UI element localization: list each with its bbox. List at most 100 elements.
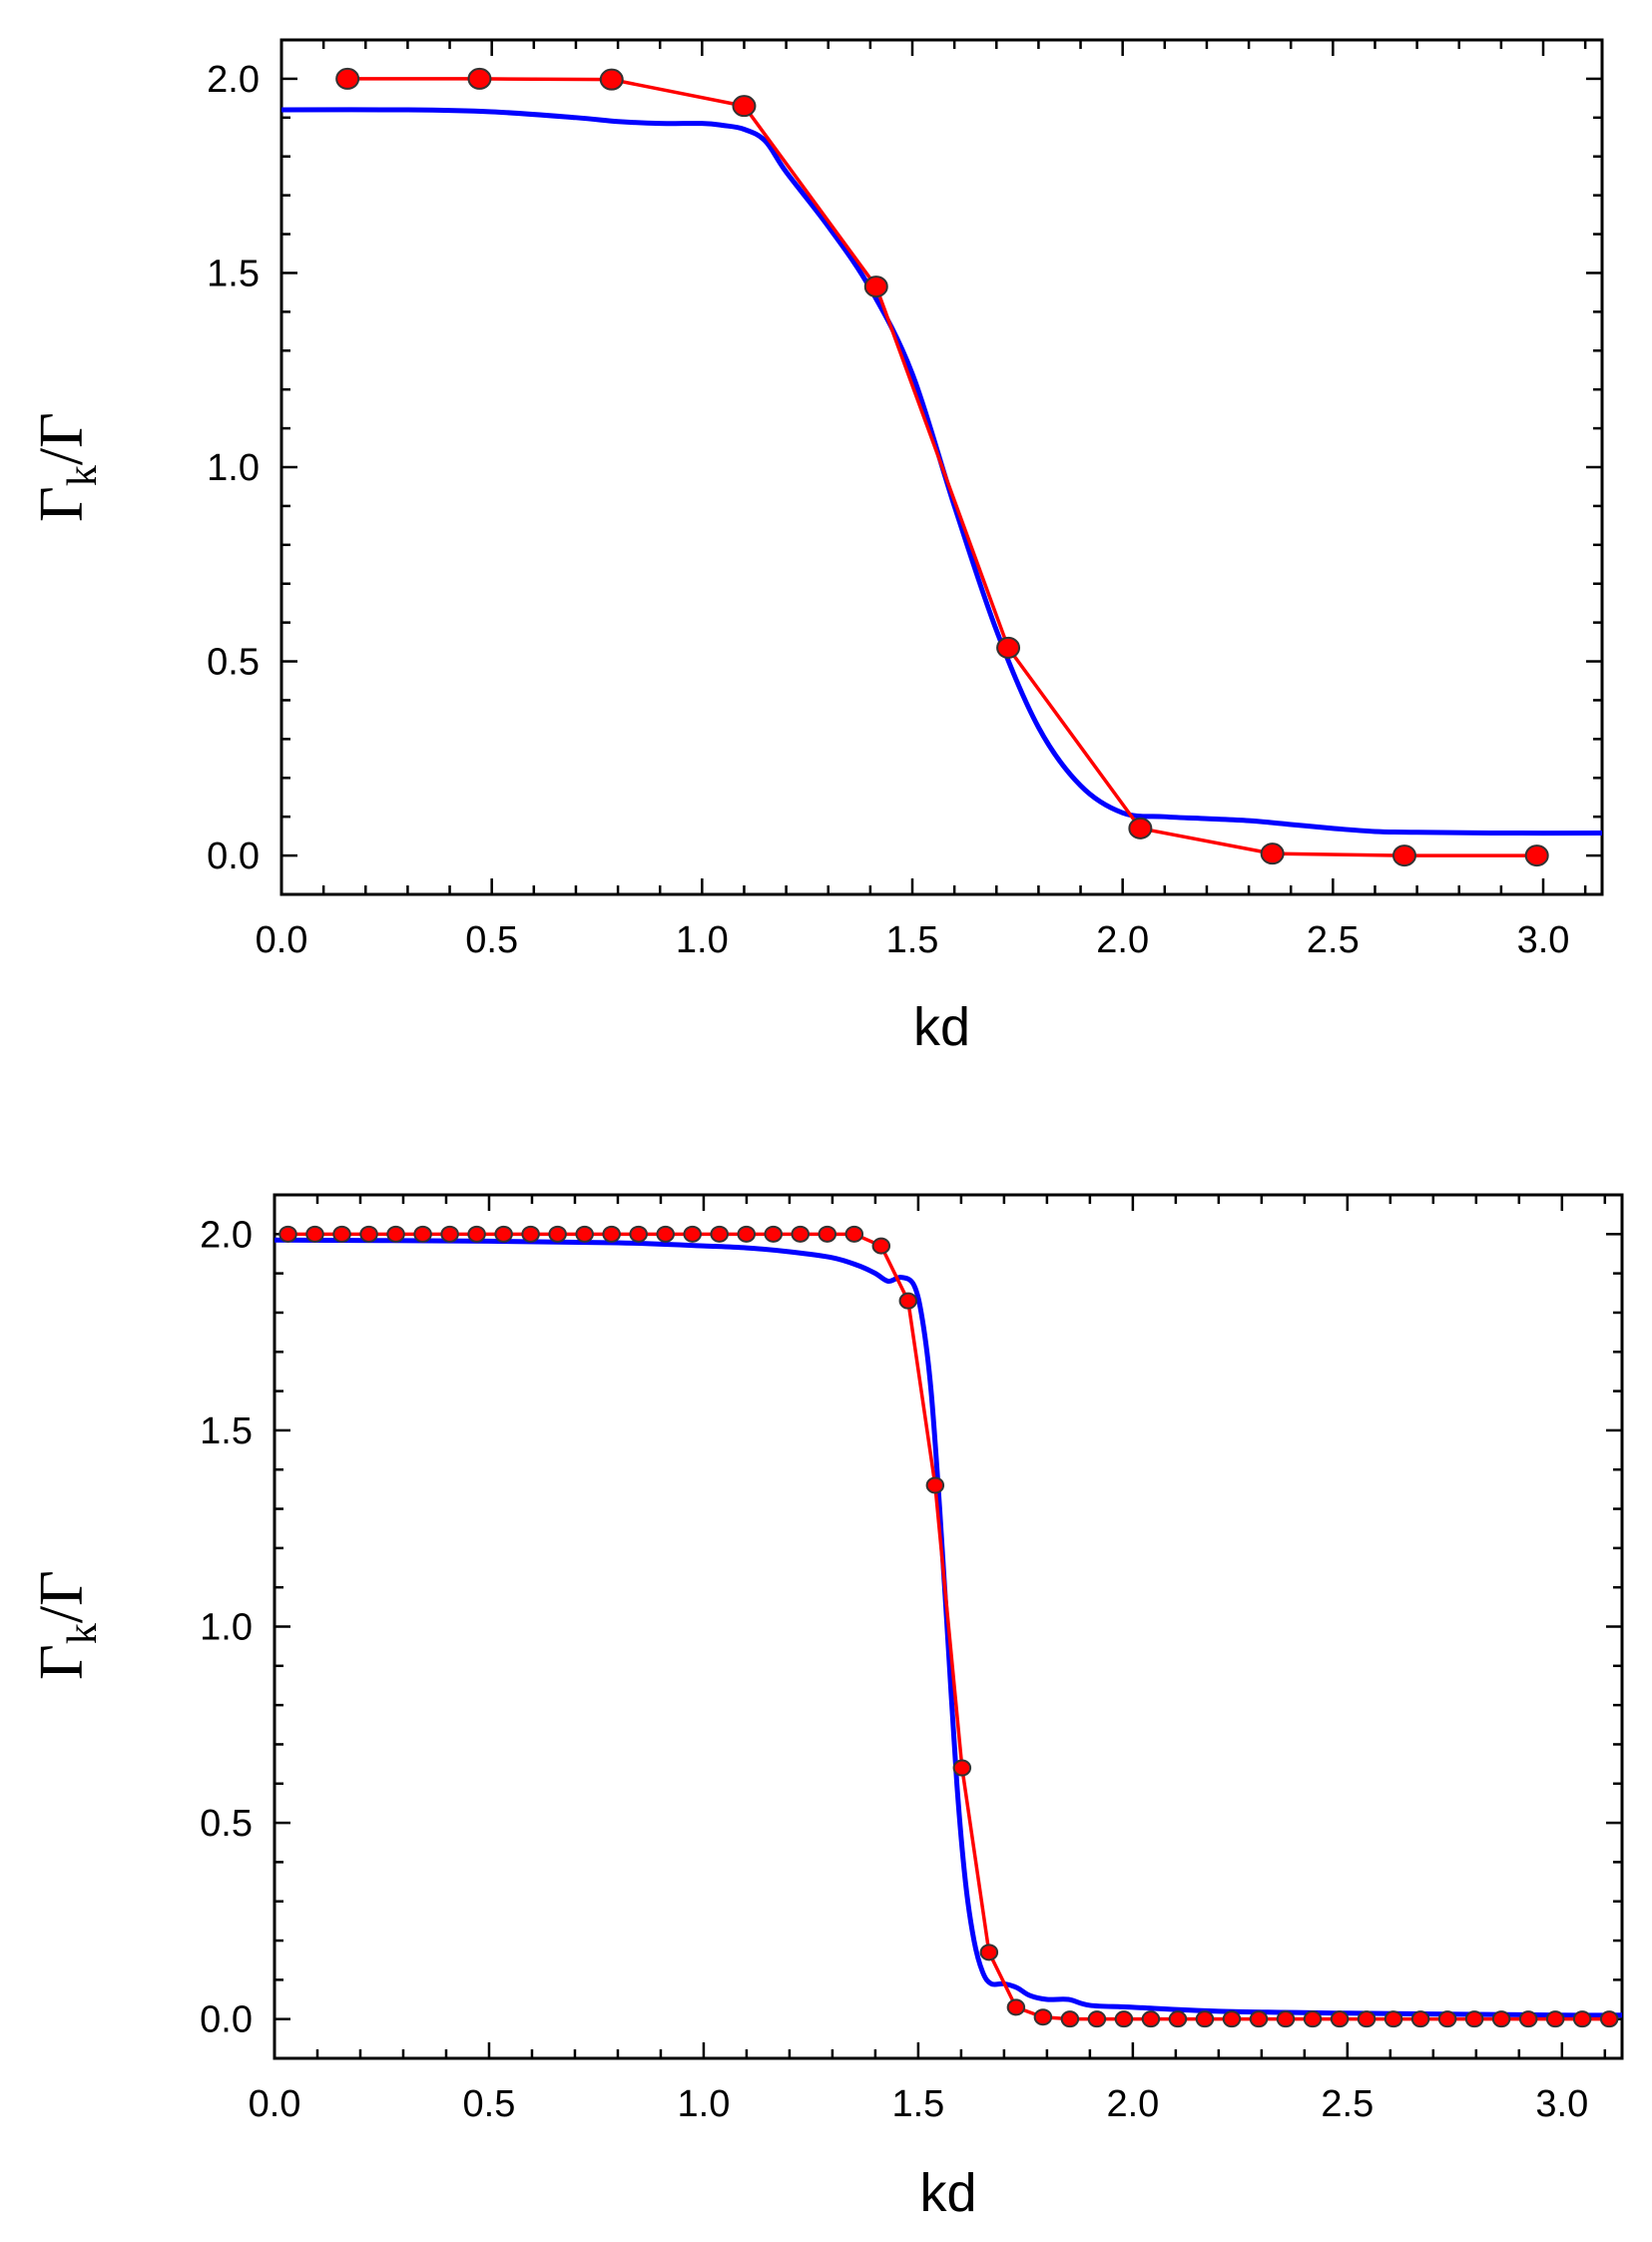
x-tick-label: 1.5 bbox=[891, 2083, 944, 2125]
y-axis-title-subscript: k bbox=[60, 1623, 106, 1644]
data-point-marker bbox=[844, 1225, 864, 1243]
data-point-marker bbox=[1114, 2010, 1134, 2028]
y-tick-label: 0.5 bbox=[200, 1803, 253, 1845]
x-axis-ticks bbox=[273, 1195, 1607, 2058]
data-point-marker bbox=[332, 1225, 351, 1243]
y-axis-title-subscript: k bbox=[60, 465, 106, 486]
data-point-marker bbox=[732, 95, 757, 118]
top-chart: 0.0 0.5 1.0 1.5 2.0 2.5 3.0 0.0 0.5 1.0 1.5 2.0 kd Γk… bbox=[28, 38, 1604, 1057]
y-tick-label: 1.5 bbox=[200, 1410, 253, 1452]
data-point-marker bbox=[599, 68, 624, 91]
data-point-marker bbox=[1141, 2010, 1161, 2028]
data-point-marker bbox=[1303, 2010, 1323, 2028]
series-line bbox=[275, 1237, 1622, 2018]
x-tick-label: 2.0 bbox=[1106, 2083, 1159, 2125]
data-point-marker bbox=[521, 1225, 540, 1243]
data-point-marker bbox=[359, 1225, 378, 1243]
data-point-marker bbox=[925, 1476, 945, 1494]
data-point-marker bbox=[1383, 2010, 1403, 2028]
x-tick-label: 1.0 bbox=[676, 919, 729, 961]
blue-series bbox=[281, 107, 1602, 837]
red-series bbox=[278, 1225, 1619, 2028]
x-tick-label: 3.0 bbox=[1517, 919, 1570, 961]
data-point-marker bbox=[1437, 2010, 1457, 2028]
data-point-marker bbox=[1410, 2010, 1430, 2028]
data-point-marker bbox=[467, 1225, 486, 1243]
data-point-marker bbox=[1195, 2010, 1215, 2028]
data-point-marker bbox=[863, 276, 888, 298]
data-point-marker bbox=[1168, 2010, 1188, 2028]
x-axis-title: kd bbox=[919, 2163, 976, 2223]
y-axis-ticks bbox=[275, 1193, 1622, 2060]
data-point-marker bbox=[1033, 2008, 1053, 2026]
x-tick-label: 1.0 bbox=[678, 2083, 731, 2125]
data-point-marker bbox=[656, 1225, 675, 1243]
y-axis-title-tail: /Γ bbox=[28, 412, 96, 465]
y-tick-label: 1.0 bbox=[200, 1607, 253, 1649]
y-axis-title: Γk/Γ bbox=[28, 412, 106, 522]
data-point-marker bbox=[1391, 844, 1416, 867]
data-point-marker bbox=[278, 1225, 297, 1243]
data-point-marker bbox=[818, 1225, 837, 1243]
x-tick-label: 0.5 bbox=[463, 2083, 516, 2125]
series-line bbox=[281, 107, 1602, 837]
y-axis-title-main: Γ bbox=[28, 1644, 96, 1680]
data-point-marker bbox=[467, 67, 492, 90]
data-point-marker bbox=[413, 1225, 432, 1243]
y-tick-label: 0.0 bbox=[207, 836, 260, 877]
data-point-marker bbox=[1545, 2010, 1565, 2028]
data-point-marker bbox=[1357, 2010, 1377, 2028]
data-point-marker bbox=[1006, 1998, 1026, 2016]
x-axis-ticks bbox=[279, 40, 1587, 894]
x-tick-label: 0.0 bbox=[256, 919, 308, 961]
data-point-marker bbox=[575, 1225, 594, 1243]
data-point-marker bbox=[386, 1225, 405, 1243]
y-axis-title: Γk/Γ bbox=[28, 1570, 106, 1680]
data-point-marker bbox=[1128, 817, 1153, 840]
data-point-marker bbox=[494, 1225, 513, 1243]
y-axis-ticks bbox=[281, 38, 1602, 896]
data-point-marker bbox=[1524, 844, 1549, 867]
y-tick-label: 0.0 bbox=[200, 1999, 253, 2041]
series-line bbox=[287, 1232, 1610, 2021]
x-tick-label: 2.0 bbox=[1096, 919, 1149, 961]
data-point-marker bbox=[1572, 2010, 1592, 2028]
data-point-marker bbox=[683, 1225, 702, 1243]
data-point-marker bbox=[1330, 2010, 1350, 2028]
x-tick-label: 1.5 bbox=[886, 919, 939, 961]
blue-series bbox=[275, 1237, 1622, 2018]
y-tick-label: 0.5 bbox=[207, 642, 260, 684]
data-point-marker bbox=[996, 636, 1021, 659]
y-tick-label: 2.0 bbox=[200, 1214, 253, 1256]
y-axis-title-tail: /Γ bbox=[28, 1570, 96, 1623]
data-point-marker bbox=[979, 1944, 999, 1962]
x-tick-label: 2.5 bbox=[1307, 919, 1360, 961]
x-axis-title: kd bbox=[913, 997, 970, 1057]
data-point-marker bbox=[764, 1225, 784, 1243]
series-line bbox=[347, 77, 1537, 857]
data-point-marker bbox=[1087, 2010, 1107, 2028]
y-tick-label: 1.5 bbox=[207, 253, 260, 294]
x-tick-label: 0.5 bbox=[465, 919, 518, 961]
data-point-marker bbox=[1260, 842, 1285, 865]
data-point-marker bbox=[629, 1225, 648, 1243]
data-point-marker bbox=[898, 1292, 918, 1310]
y-tick-label: 2.0 bbox=[207, 59, 260, 101]
data-point-marker bbox=[602, 1225, 621, 1243]
data-point-marker bbox=[1276, 2010, 1296, 2028]
data-point-marker bbox=[305, 1225, 324, 1243]
bottom-chart: 0.0 0.5 1.0 1.5 2.0 2.5 3.0 0.0 0.5 1.0 1.5 2.0 kd Γk… bbox=[28, 1193, 1624, 2223]
data-point-marker bbox=[1060, 2010, 1080, 2028]
data-point-marker bbox=[952, 1759, 972, 1777]
x-tick-label: 3.0 bbox=[1535, 2083, 1588, 2125]
data-point-marker bbox=[1491, 2010, 1511, 2028]
data-point-marker bbox=[1599, 2010, 1619, 2028]
x-tick-label: 0.0 bbox=[249, 2083, 301, 2125]
data-point-marker bbox=[737, 1225, 757, 1243]
data-point-marker bbox=[710, 1225, 729, 1243]
data-point-marker bbox=[791, 1225, 811, 1243]
data-point-marker bbox=[871, 1237, 891, 1255]
red-series bbox=[335, 67, 1549, 867]
data-point-marker bbox=[335, 67, 360, 90]
